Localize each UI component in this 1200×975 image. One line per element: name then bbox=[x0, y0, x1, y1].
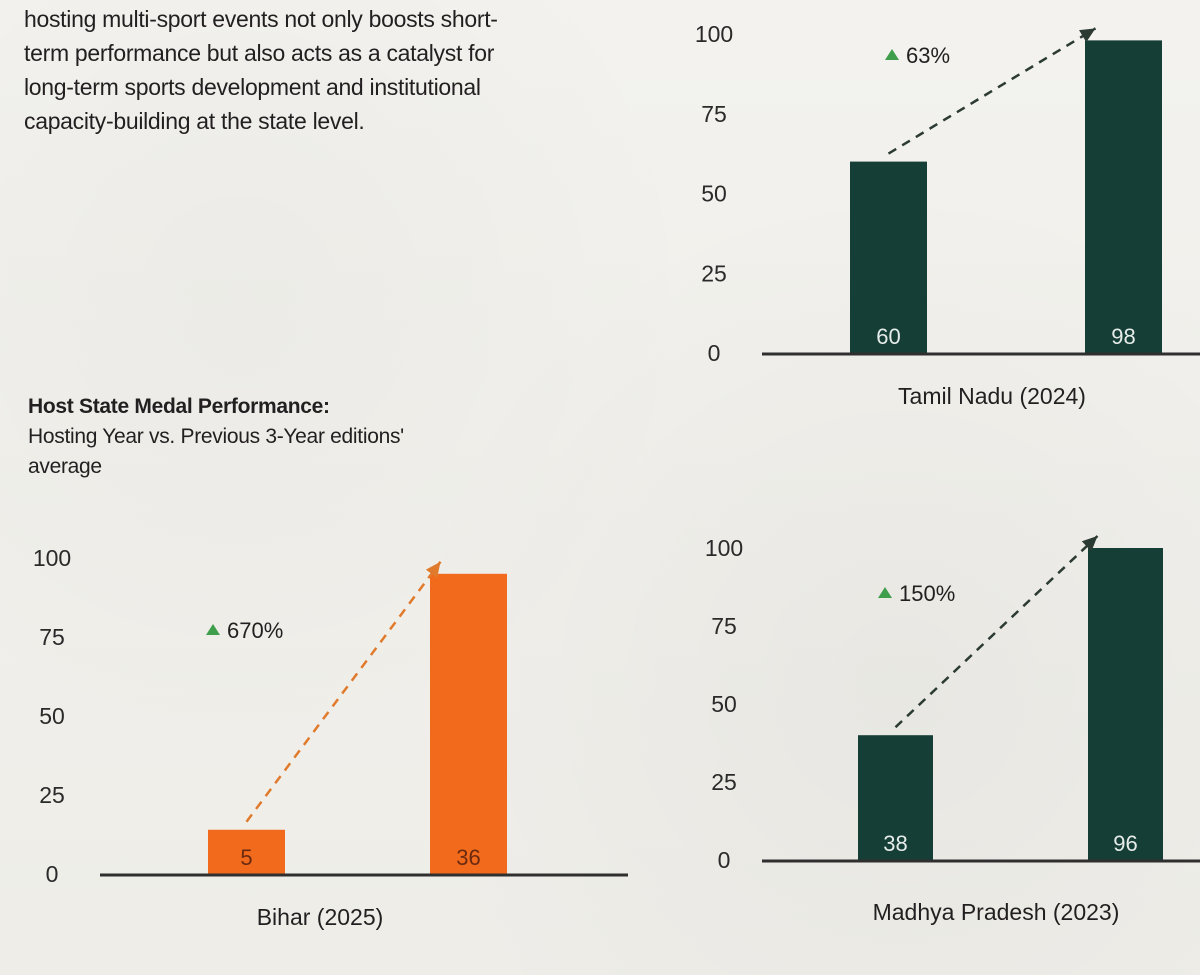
y-tick-label: 50 bbox=[39, 703, 65, 729]
y-tick-label: 0 bbox=[708, 340, 721, 366]
change-percentage-label: 150% bbox=[899, 581, 955, 606]
increase-caret-icon bbox=[885, 49, 899, 60]
trend-arrowhead bbox=[1079, 28, 1096, 43]
y-tick-label: 25 bbox=[39, 782, 65, 808]
increase-caret-icon bbox=[206, 624, 220, 635]
y-tick-label: 0 bbox=[46, 861, 59, 887]
intro-line: term performance but also acts as a cata… bbox=[24, 40, 495, 66]
chart-bihar: 0 25 50 75 100 5 36 670% Bihar (2025) bbox=[33, 545, 628, 930]
chart-madhya-pradesh: 0 25 50 75 100 38 96 150% Madhya Pradesh (2023) bbox=[705, 535, 1200, 925]
bar-data-label: 36 bbox=[456, 845, 480, 870]
bar-data-label: 96 bbox=[1113, 831, 1137, 856]
y-tick-label: 100 bbox=[695, 21, 733, 47]
intro-line: long-term sports development and institu… bbox=[24, 74, 481, 100]
increase-caret-icon bbox=[878, 587, 892, 598]
y-tick-label: 75 bbox=[711, 613, 737, 639]
intro-paragraph: hosting multi-sport events not only boos… bbox=[24, 2, 624, 138]
y-tick-label: 75 bbox=[39, 624, 65, 650]
bar-data-label: 98 bbox=[1111, 324, 1135, 349]
bar bbox=[208, 829, 285, 874]
chart-tamil-nadu: 0 25 50 75 100 60 98 63% Tamil Nadu (2024) bbox=[695, 21, 1200, 409]
section-heading: Host State Medal Performance: Hosting Ye… bbox=[28, 392, 628, 482]
chart-title: Bihar (2025) bbox=[257, 904, 384, 930]
y-tick-label: 25 bbox=[701, 260, 727, 286]
section-subtitle-line: average bbox=[28, 455, 102, 478]
bar-data-label: 60 bbox=[876, 324, 900, 349]
trend-arrow-line bbox=[887, 27, 1097, 155]
section-subtitle-line: Hosting Year vs. Previous 3-Year edition… bbox=[28, 425, 404, 448]
y-tick-label: 100 bbox=[705, 535, 743, 561]
intro-line: hosting multi-sport events not only boos… bbox=[24, 6, 498, 32]
bar bbox=[430, 573, 507, 874]
chart-title: Tamil Nadu (2024) bbox=[898, 383, 1086, 409]
intro-line: capacity-building at the state level. bbox=[24, 108, 365, 134]
trend-arrow-line bbox=[894, 535, 1099, 729]
y-tick-label: 50 bbox=[711, 691, 737, 717]
bar bbox=[1085, 40, 1162, 353]
change-percentage-label: 670% bbox=[227, 618, 283, 643]
bar bbox=[858, 735, 933, 860]
section-title: Host State Medal Performance: bbox=[28, 395, 330, 418]
chart-title: Madhya Pradesh (2023) bbox=[873, 899, 1120, 925]
bar bbox=[850, 161, 927, 353]
bar-data-label: 5 bbox=[240, 845, 252, 870]
trend-arrow-line bbox=[245, 561, 442, 823]
trend-arrowhead bbox=[425, 561, 441, 579]
y-tick-label: 0 bbox=[718, 847, 731, 873]
change-percentage-label: 63% bbox=[906, 43, 950, 68]
y-tick-label: 100 bbox=[33, 545, 71, 571]
bar-data-label: 38 bbox=[883, 831, 907, 856]
y-tick-label: 75 bbox=[701, 101, 727, 127]
bar bbox=[1088, 548, 1163, 860]
y-tick-label: 25 bbox=[711, 769, 737, 795]
trend-arrowhead bbox=[1081, 536, 1098, 552]
y-tick-label: 50 bbox=[701, 181, 727, 207]
